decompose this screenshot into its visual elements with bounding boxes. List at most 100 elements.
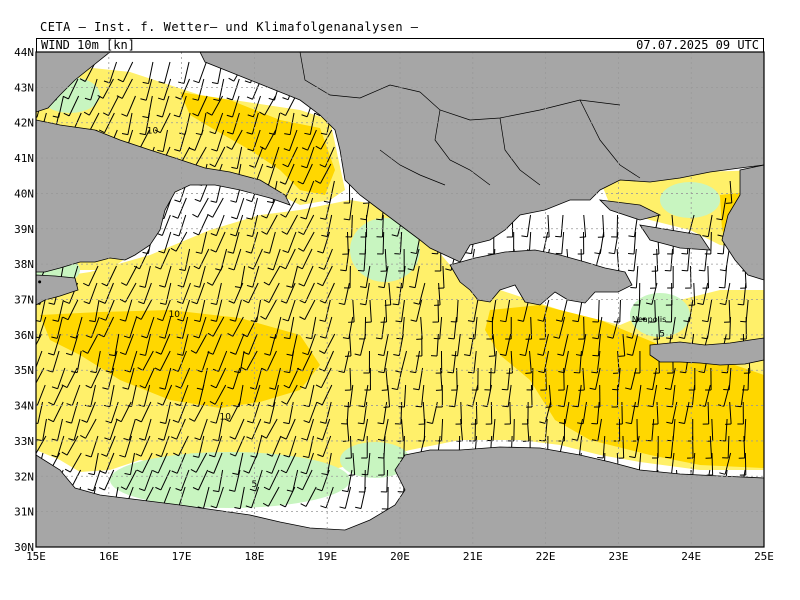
wind-barb bbox=[727, 435, 730, 459]
wind-barb-feather bbox=[447, 371, 454, 374]
wind-barb bbox=[180, 469, 190, 491]
wind-barb bbox=[182, 299, 191, 322]
wind-barb-feather bbox=[230, 233, 237, 237]
wind-barb-feather bbox=[241, 333, 248, 338]
wind-barb-feather bbox=[558, 370, 565, 374]
wind-barb bbox=[178, 214, 187, 237]
wind-barb-feather bbox=[321, 473, 328, 476]
wind-barb-feather bbox=[409, 371, 416, 374]
wind-barb-feather bbox=[88, 473, 95, 476]
wind-barb-feather bbox=[537, 353, 544, 356]
wind-barb-feather bbox=[46, 369, 53, 373]
wind-barb bbox=[617, 350, 620, 373]
wind-barb-feather bbox=[192, 113, 199, 117]
wind-barb-feather bbox=[314, 112, 321, 117]
contour-label: 5 bbox=[252, 480, 258, 490]
wind-barb-feather bbox=[409, 286, 416, 289]
wind-barb-feather bbox=[357, 422, 364, 425]
wind-barb bbox=[308, 401, 318, 423]
wind-barb bbox=[68, 95, 80, 117]
wind-barb bbox=[218, 469, 224, 492]
wind-barb-feather bbox=[283, 384, 290, 389]
wind-barb bbox=[399, 231, 403, 254]
lat-tick-label: 32N bbox=[14, 470, 34, 483]
wind-barb-feather bbox=[232, 472, 239, 475]
wind-barb bbox=[383, 265, 389, 288]
wind-barb bbox=[670, 248, 674, 271]
wind-barb-feather bbox=[48, 352, 55, 356]
wind-barb-feather bbox=[261, 231, 268, 235]
wind-barb bbox=[597, 299, 600, 323]
wind-barb-feather bbox=[701, 320, 708, 323]
wind-barb-feather bbox=[377, 438, 385, 442]
wind-barb bbox=[213, 452, 223, 474]
wind-barb bbox=[216, 129, 225, 152]
wind-barb bbox=[164, 367, 172, 390]
wind-barb bbox=[90, 435, 99, 458]
wind-barb bbox=[622, 435, 625, 459]
wind-barb bbox=[157, 452, 168, 474]
wind-barb bbox=[198, 469, 209, 491]
country-borders bbox=[299, 52, 641, 186]
wind-barb bbox=[266, 214, 278, 235]
wind-barb-feather bbox=[99, 300, 106, 304]
wind-barb-feather bbox=[230, 200, 237, 203]
map-frame bbox=[35, 51, 765, 548]
wind-barb bbox=[198, 214, 209, 236]
wind-barb bbox=[162, 299, 171, 321]
wind-barb bbox=[215, 214, 225, 236]
wind-barb bbox=[105, 452, 115, 474]
wind-barb bbox=[284, 486, 296, 508]
wind-barb-feather bbox=[262, 502, 269, 507]
wind-barb bbox=[176, 418, 186, 440]
wind-barb bbox=[307, 333, 316, 355]
longitude-axis: 15E 16E 17E 18E 19E 20E 21E 22E 23E 24E 25E bbox=[26, 550, 774, 563]
wind-barb bbox=[684, 401, 690, 424]
contour-label: 10 bbox=[220, 413, 232, 423]
wind-barb bbox=[201, 350, 210, 373]
wind-barb bbox=[302, 163, 313, 185]
wind-barb bbox=[507, 367, 511, 390]
wind-barb bbox=[215, 486, 224, 509]
wind-barb bbox=[522, 299, 530, 322]
wind-barb-feather bbox=[195, 132, 202, 136]
wind-barb-feather bbox=[433, 337, 440, 340]
wind-barb bbox=[651, 418, 655, 441]
wind-barb-feather bbox=[247, 148, 254, 152]
wind-barb-feather bbox=[120, 282, 127, 286]
wind-barb-feather bbox=[627, 269, 634, 272]
wind-barb bbox=[349, 367, 352, 391]
wind-barb bbox=[352, 299, 355, 322]
wind-barb-feather bbox=[194, 198, 201, 202]
sicily-landmass bbox=[36, 274, 79, 306]
wind-barb-feather bbox=[156, 114, 163, 118]
wind-barb bbox=[127, 112, 133, 135]
wind-barb bbox=[596, 401, 600, 424]
wind-barb-feather bbox=[342, 337, 349, 340]
wind-barb bbox=[577, 418, 584, 441]
wind-barb bbox=[109, 61, 118, 84]
wind-barb-feather bbox=[51, 438, 58, 441]
wind-barb-feather bbox=[589, 387, 596, 390]
wind-barb bbox=[239, 350, 245, 373]
wind-barb-feather bbox=[119, 351, 126, 356]
wind-barb bbox=[711, 418, 714, 442]
wind-barb-feather bbox=[464, 354, 471, 357]
italy-south-landmass bbox=[36, 119, 291, 273]
wind-barb-feather bbox=[517, 319, 524, 322]
wind-barb-feather bbox=[537, 319, 544, 322]
wind-barb-feather bbox=[266, 165, 273, 169]
wind-barb-feather bbox=[105, 420, 112, 424]
wind-barb-feather bbox=[47, 418, 54, 423]
lat-tick-label: 41N bbox=[14, 152, 34, 165]
wind-barb-feather bbox=[193, 231, 199, 236]
wind-barb-feather bbox=[26, 351, 31, 354]
wind-barb-feather bbox=[193, 265, 200, 270]
wind-barb-feather bbox=[170, 436, 177, 440]
wind-barb-feather bbox=[319, 300, 326, 304]
wind-barb-feather bbox=[282, 163, 289, 168]
wind-barb-feather bbox=[61, 451, 68, 456]
wind-barb bbox=[303, 265, 314, 287]
wind-barb bbox=[530, 316, 533, 340]
